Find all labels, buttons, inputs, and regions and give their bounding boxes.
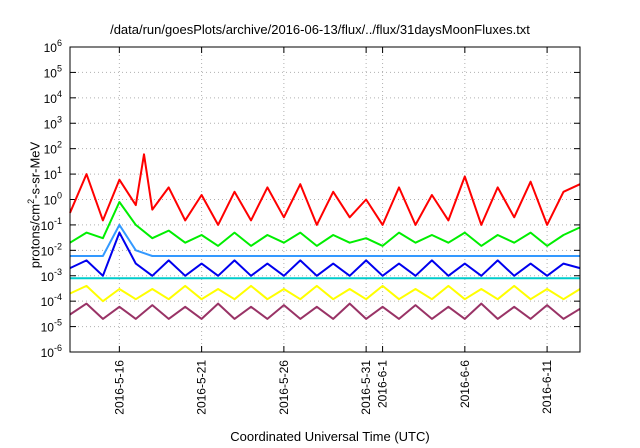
y-tick-label: 100 [44,191,62,208]
x-tick-label: 2016-5-26 [277,360,291,415]
y-tick-label: 105 [44,63,62,80]
series-line [69,284,581,303]
y-tick-label: 102 [44,140,62,157]
y-tick-label: 10-3 [41,267,62,284]
series-line [69,153,581,226]
series-line [70,223,580,257]
series-line [69,201,581,247]
y-tick-label: 10-5 [41,318,62,335]
y-tick-label: 103 [44,114,62,131]
y-tick-label: 10-6 [41,343,62,360]
y-tick-label: 101 [44,165,62,182]
x-axis-label: Coordinated Universal Time (UTC) [230,429,430,444]
series-line [69,231,581,277]
series-line [69,302,581,320]
x-tick-label: 2016-6-1 [376,360,390,408]
x-tick-label: 2016-5-21 [195,360,209,415]
plot-frame [69,46,581,353]
x-tick-label: 2016-5-16 [112,360,126,415]
x-tick-label: 2016-6-11 [540,360,554,414]
y-tick-label: 10-1 [41,216,62,233]
y-tick-label: 106 [44,38,62,55]
y-tick-label: 10-2 [41,241,62,258]
y-tick-label: 10-4 [41,292,62,309]
x-tick-label: 2016-6-6 [458,360,472,408]
chart-title: /data/run/goesPlots/archive/2016-06-13/f… [110,22,530,37]
y-tick-label: 104 [44,89,62,106]
x-tick-label: 2016-5-31 [359,360,373,415]
